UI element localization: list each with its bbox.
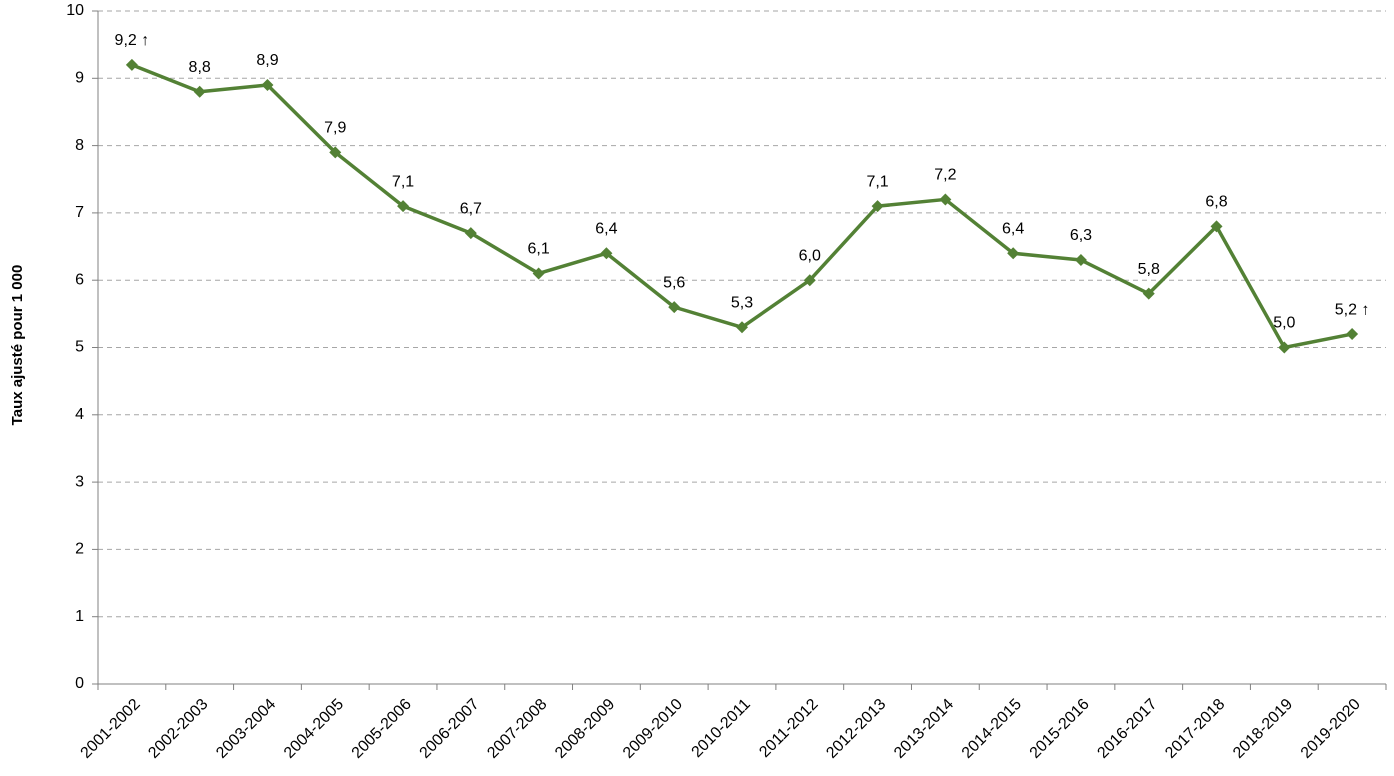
y-tick-label: 6 <box>75 271 84 288</box>
x-tick-label: 2015-2016 <box>1027 696 1093 762</box>
point <box>193 85 206 98</box>
data-label: 7,1 <box>866 173 888 190</box>
x-tick-label: 2005-2006 <box>349 696 415 762</box>
y-tick-label: 0 <box>75 675 84 692</box>
x-tick-label: 2006-2007 <box>417 696 483 762</box>
data-label: 7,2 <box>934 167 956 184</box>
x-tick-label: 2004-2005 <box>281 696 347 762</box>
point <box>1346 328 1359 341</box>
point <box>1007 247 1020 260</box>
point <box>1074 254 1087 267</box>
data-label: 6,4 <box>595 220 617 237</box>
y-tick-label: 7 <box>75 204 84 221</box>
data-label: 7,9 <box>324 120 346 137</box>
point <box>397 200 410 213</box>
point <box>125 58 138 71</box>
x-tick-label: 2003-2004 <box>213 696 279 762</box>
data-label: 5,6 <box>663 274 685 291</box>
x-tick-label: 2001-2002 <box>78 696 144 762</box>
y-tick-label: 10 <box>66 2 84 19</box>
data-label: 8,9 <box>256 52 278 69</box>
point <box>803 274 816 287</box>
x-tick-label: 2017-2018 <box>1162 696 1228 762</box>
data-label: 6,8 <box>1205 194 1227 211</box>
x-tick-label: 2002-2003 <box>145 696 211 762</box>
x-tick-label: 2008-2009 <box>552 696 618 762</box>
data-label: 5,8 <box>1138 261 1160 278</box>
data-label: 5,2 ↑ <box>1335 301 1370 318</box>
data-label: 6,4 <box>1002 220 1024 237</box>
y-tick-label: 1 <box>75 608 84 625</box>
x-tick-label: 2007-2008 <box>484 696 550 762</box>
y-tick-label: 9 <box>75 70 84 87</box>
data-label: 8,8 <box>189 59 211 76</box>
data-label: 9,2 ↑ <box>115 32 150 49</box>
y-tick-label: 2 <box>75 541 84 558</box>
point <box>1278 341 1291 354</box>
point <box>600 247 613 260</box>
point <box>464 227 477 240</box>
x-tick-label: 2013-2014 <box>891 696 957 762</box>
point <box>532 267 545 280</box>
x-tick-label: 2014-2015 <box>959 696 1025 762</box>
data-label: 6,1 <box>528 241 550 258</box>
y-tick-label: 4 <box>75 406 84 423</box>
x-tick-label: 2016-2017 <box>1094 696 1160 762</box>
y-tick-label: 5 <box>75 339 84 356</box>
x-tick-label: 2019-2020 <box>1298 696 1364 762</box>
y-tick-label: 8 <box>75 137 84 154</box>
x-tick-label: 2018-2019 <box>1230 696 1296 762</box>
y-axis-label: Taux ajusté pour 1 000 <box>9 265 26 426</box>
data-label: 6,7 <box>460 200 482 217</box>
point <box>871 200 884 213</box>
data-label: 6,0 <box>799 247 821 264</box>
data-label: 5,0 <box>1273 315 1295 332</box>
point <box>1210 220 1223 233</box>
y-tick-label: 3 <box>75 473 84 490</box>
x-tick-label: 2012-2013 <box>823 696 889 762</box>
data-label: 7,1 <box>392 173 414 190</box>
point <box>668 301 681 314</box>
point <box>939 193 952 206</box>
data-label: 6,3 <box>1070 227 1092 244</box>
point <box>1142 287 1155 300</box>
x-tick-label: 2010-2011 <box>689 696 754 761</box>
point <box>329 146 342 159</box>
x-tick-label: 2009-2010 <box>620 696 686 762</box>
x-tick-label: 2011-2012 <box>756 696 821 761</box>
point <box>736 321 748 334</box>
data-label: 5,3 <box>731 295 753 312</box>
point <box>261 79 274 92</box>
